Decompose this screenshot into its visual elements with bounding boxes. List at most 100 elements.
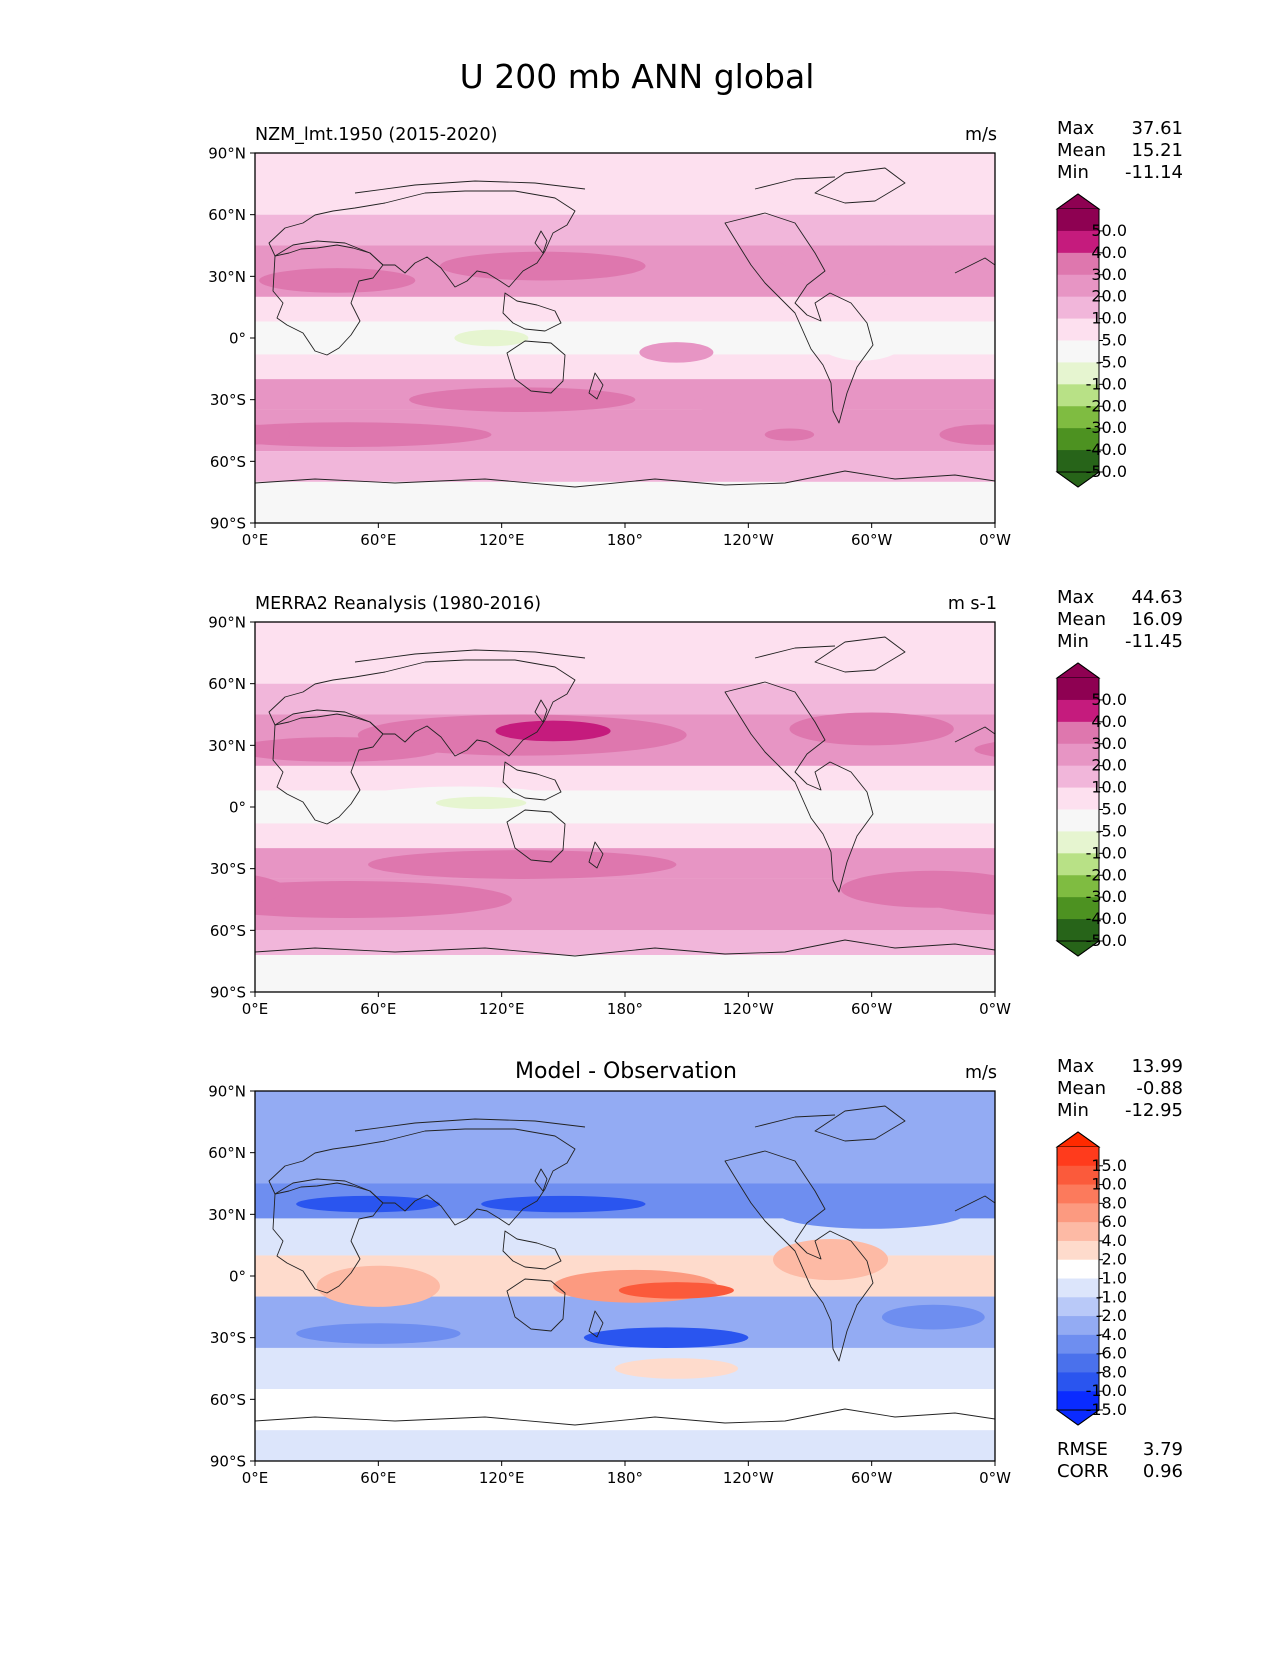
contour-region [615, 1358, 738, 1379]
colorbar-tick-label: -40.0 [1086, 909, 1127, 928]
contour-region [234, 737, 440, 762]
stat-label: Mean [1057, 1078, 1106, 1099]
colorbar-tick-label: -2.0 [1096, 1306, 1127, 1325]
colorbar-tick-label: 1.0 [1102, 1269, 1127, 1288]
colorbar-tick-label: -6.0 [1096, 1344, 1127, 1363]
colorbar-tick-label: -1.0 [1096, 1287, 1127, 1306]
contour-region [1153, 324, 1275, 353]
y-tick-label: 60°S [210, 1391, 246, 1409]
contour-region [183, 881, 512, 918]
colorbar-tick-label: -30.0 [1086, 887, 1127, 906]
y-tick-label: 0° [229, 1268, 246, 1286]
contour-region [0, 394, 111, 415]
panel-merra2-observation: MERRA2 Reanalysis (1980-2016) m s-1 90°N… [0, 587, 1275, 1018]
colorbar-segment [1057, 1279, 1099, 1298]
colorbar-tick-label: 8.0 [1102, 1193, 1127, 1212]
colorbar-tick-label: -10.0 [1086, 374, 1127, 393]
colorbar: 50.040.030.020.010.05.0-5.0-10.0-20.0-30… [1057, 194, 1127, 487]
zonal-band [255, 955, 995, 992]
panel-nzm-model: NZM_lmt.1950 (2015-2020) m/s 90°N60°N30°… [0, 118, 1275, 549]
y-tick-label: 90°N [208, 614, 246, 632]
zonal-band [255, 379, 995, 410]
stat-value: -0.88 [1136, 1078, 1183, 1099]
zonal-band [255, 1430, 995, 1461]
contour-region [584, 1327, 748, 1348]
colorbar-tick-label: 50.0 [1091, 221, 1127, 240]
contour-region [639, 342, 713, 363]
stat-label: Max [1057, 118, 1095, 139]
colorbar: 50.040.030.020.010.05.0-5.0-10.0-20.0-30… [1057, 663, 1127, 956]
stat-label: Mean [1057, 140, 1106, 161]
contour-region [940, 424, 1030, 445]
stat-value: -11.45 [1125, 631, 1183, 652]
contour-region [204, 422, 492, 447]
colorbar-tick-label: -40.0 [1086, 440, 1127, 459]
x-tick-label: 120°W [723, 1469, 774, 1487]
colorbar-extend-top [1057, 663, 1099, 678]
zonal-band [255, 297, 995, 322]
colorbar-tick-label: 30.0 [1091, 265, 1127, 284]
stat-value: 16.09 [1131, 609, 1183, 630]
y-tick-label: 30°S [210, 391, 246, 409]
colorbar-tick-label: 20.0 [1091, 287, 1127, 306]
x-tick-label: 0°W [979, 1000, 1011, 1018]
contour-region [1180, 252, 1275, 281]
x-tick-label: 120°W [723, 531, 774, 549]
colorbar-segment [1057, 1335, 1099, 1354]
y-tick-label: 0° [229, 330, 246, 348]
x-tick-label: 120°E [479, 1000, 525, 1018]
colorbar-segment [1057, 341, 1099, 364]
contour-region [80, 328, 162, 361]
contour-region [841, 871, 1026, 908]
stat-value: 13.99 [1131, 1056, 1183, 1077]
x-tick-label: 60°W [851, 531, 893, 549]
stat-value: 44.63 [1131, 587, 1183, 608]
x-tick-label: 180° [607, 531, 643, 549]
y-tick-label: 60°S [210, 922, 246, 940]
contour-region [820, 328, 902, 361]
contour-region [436, 797, 526, 809]
panel-units: m/s [965, 125, 997, 145]
contour-region [39, 246, 224, 275]
y-tick-label: 90°S [210, 984, 246, 1002]
contour-region [765, 428, 814, 440]
panel-model-minus-observation: Model - Observation m/s 90°N60°N30°N0°30… [0, 1056, 1275, 1487]
extra-stat-value: 0.96 [1143, 1461, 1183, 1482]
colorbar-segment [1057, 1241, 1099, 1260]
panel-title: NZM_lmt.1950 (2015-2020) [255, 125, 497, 145]
colorbar-extend-top [1057, 194, 1099, 209]
zonal-band [255, 482, 995, 523]
colorbar-tick-label: -50.0 [1086, 931, 1127, 950]
colorbar-tick-label: 4.0 [1102, 1231, 1127, 1250]
stat-label: Min [1057, 1100, 1089, 1121]
colorbar-tick-label: 6.0 [1102, 1212, 1127, 1231]
zonal-band [255, 354, 995, 379]
zonal-band [255, 153, 995, 215]
contour-region [142, 1305, 245, 1330]
contour-region [454, 330, 528, 346]
contour-region [49, 712, 213, 745]
y-tick-label: 30°S [210, 860, 246, 878]
contour-region [0, 1327, 8, 1348]
x-tick-label: 60°E [360, 1000, 396, 1018]
colorbar-tick-label: -30.0 [1086, 418, 1127, 437]
colorbar-tick-label: -15.0 [1086, 1400, 1127, 1419]
x-tick-label: 0°E [242, 1469, 269, 1487]
stat-value: -11.14 [1125, 162, 1183, 183]
y-tick-label: 90°S [210, 1453, 246, 1471]
zonal-band [255, 823, 995, 848]
x-tick-label: 60°E [360, 531, 396, 549]
contour-region [882, 1305, 985, 1330]
colorbar-segment [1057, 1260, 1099, 1279]
y-tick-label: 30°N [208, 737, 246, 755]
zonal-band [255, 684, 995, 715]
contour-region [800, 791, 903, 824]
colorbar-tick-label: 40.0 [1091, 712, 1127, 731]
colorbar-tick-label: -5.0 [1096, 352, 1127, 371]
colorbar-tick-label: 20.0 [1091, 756, 1127, 775]
contour-region [60, 791, 163, 824]
